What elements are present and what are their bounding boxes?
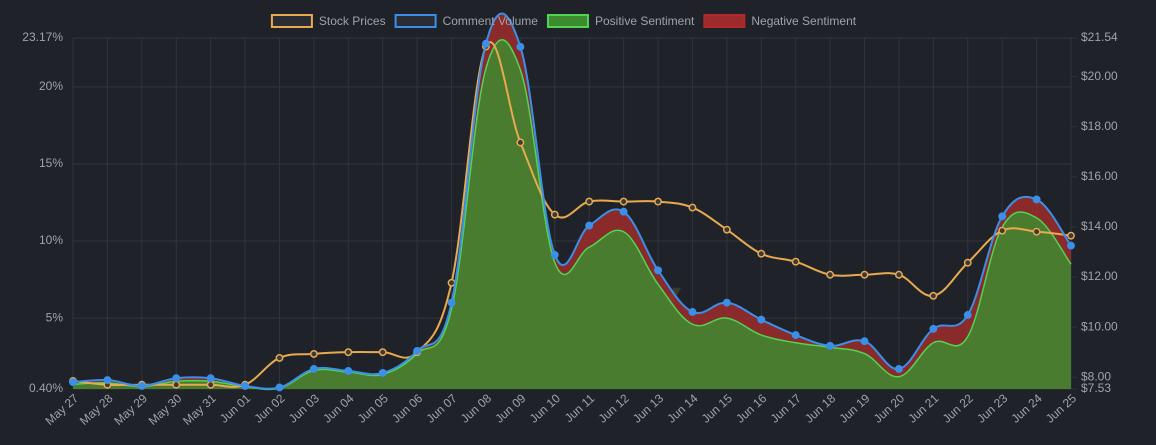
point [998,212,1007,221]
point [929,291,938,300]
legend-swatch [394,14,437,28]
y-tick-label: 23.17% [22,30,63,44]
y-tick-label: 10% [39,233,63,247]
point [413,346,422,355]
point [172,380,181,389]
point [1032,195,1041,204]
legend-item: Positive Sentiment [546,14,695,28]
point [275,383,284,392]
point [378,369,387,377]
point [378,348,387,357]
area [73,39,1071,390]
point [309,349,318,358]
point [860,337,869,346]
y-tick-label: 20% [39,79,63,93]
legend: Stock Prices Comment Volume Positive Senti… [270,14,857,28]
point [206,374,215,383]
point [791,331,800,339]
point [654,197,662,206]
legend-item: Negative Sentiment [703,14,857,28]
point [963,258,972,267]
legend-swatch [270,14,313,28]
point [791,257,800,266]
point [516,138,525,147]
point [585,221,594,230]
point [137,381,146,390]
legend-label: Comment Volume [443,14,539,28]
legend-label: Negative Sentiment [751,14,856,28]
y-tick-label: 0.40% [29,381,63,395]
point [826,270,835,279]
point [688,307,697,316]
point [619,197,628,206]
legend-item: Stock Prices [270,14,386,28]
point [447,298,456,307]
y2-tick-label: $16.00 [1081,169,1118,183]
point [894,270,903,279]
y2-tick-label: $21.54 [1081,30,1118,44]
point [963,311,972,319]
point [619,207,628,216]
legend-item: Comment Volume [394,14,539,28]
point [172,374,181,383]
point [826,341,835,350]
point [69,378,77,387]
legend-swatch [703,14,746,28]
point [757,249,766,258]
point [1067,231,1075,240]
point [309,365,318,373]
legend-label: Positive Sentiment [595,14,695,28]
legend-label: Stock Prices [319,14,386,28]
point [275,353,284,362]
y2-tick-label: $20.00 [1081,69,1118,83]
point [998,226,1007,235]
y2-tick-label: $10.00 [1081,319,1118,333]
point [550,250,559,259]
point [722,298,731,307]
point [550,210,559,219]
point [860,270,869,279]
y2-tick-label: $14.00 [1081,219,1118,233]
y-tick-label: 5% [46,310,64,324]
point [344,367,353,375]
point [344,348,353,357]
point [688,203,697,212]
point [654,266,662,275]
y-tick-label: 15% [39,156,63,170]
y2-tick-label: $18.00 [1081,119,1118,133]
point [241,381,250,390]
point [757,315,766,324]
y2-tick-label: $12.00 [1081,269,1118,283]
point [516,42,525,51]
y2-tick-label: $8.00 [1081,369,1111,383]
point [1067,241,1075,250]
point [929,324,938,333]
point [103,376,112,385]
point [722,225,731,234]
y2-tick-label: $7.53 [1081,381,1111,395]
legend-swatch [546,14,589,28]
point [1032,227,1041,236]
point [585,197,594,206]
point [482,39,490,48]
point [894,365,903,373]
point [206,380,215,389]
plot [69,12,1075,392]
